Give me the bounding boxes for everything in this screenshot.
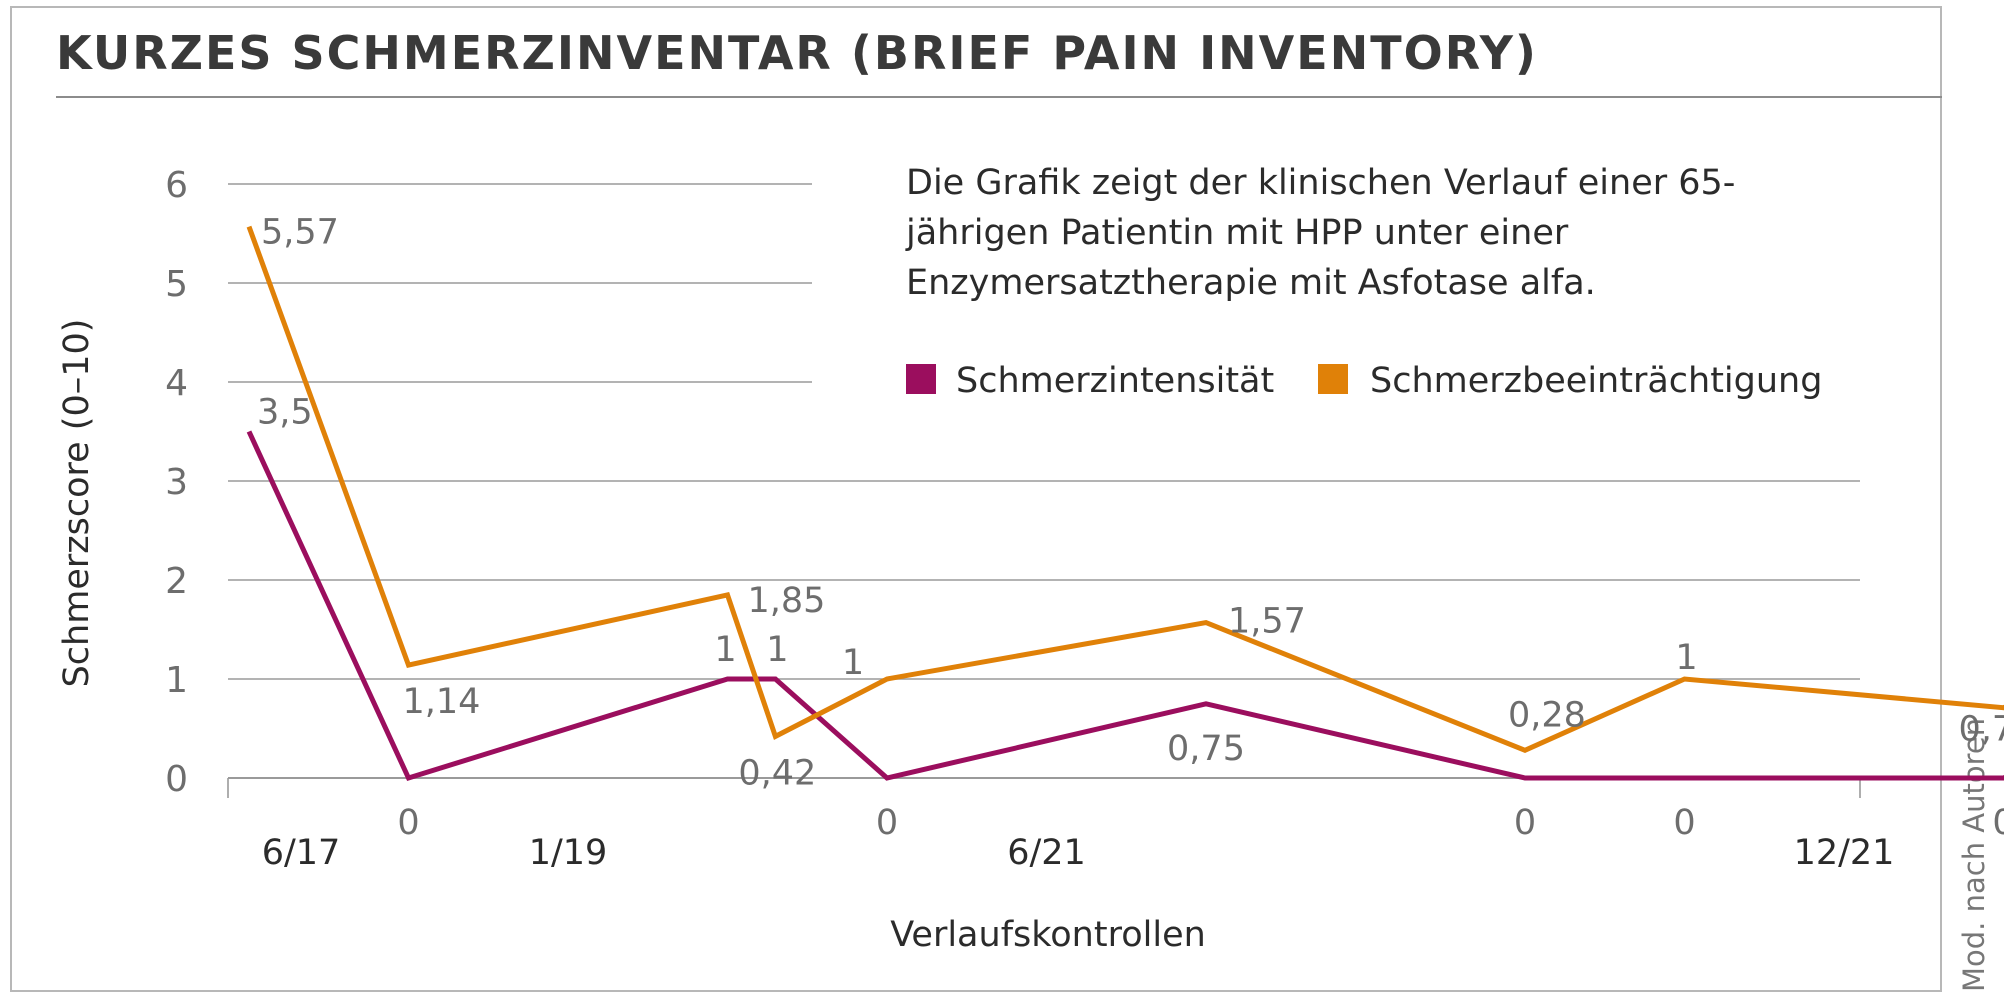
data-label-intensity: 0 [397, 803, 419, 843]
data-label-intensity: 3,5 [257, 393, 313, 433]
data-label-impairment: 5,57 [261, 213, 339, 253]
data-label-impairment: 1,57 [1228, 602, 1306, 642]
series-line-impairment [246, 225, 2004, 754]
data-label-impairment: 1,85 [748, 581, 826, 621]
series-lines [246, 225, 2004, 782]
data-label-intensity: 0 [1514, 803, 1536, 843]
y-tick-label: 0 [165, 759, 188, 800]
chart-description: Die Grafik zeigt der klinischen Verlauf … [906, 163, 1736, 303]
data-label-intensity: 0 [1992, 803, 2004, 843]
y-tick-label: 1 [165, 660, 188, 701]
legend-label-intensity: Schmerzintensität [956, 361, 1274, 401]
figure-frame [10, 6, 1942, 992]
y-axis-ticks: 0 1 2 3 4 5 6 [165, 165, 188, 800]
y-tick-label: 4 [165, 363, 188, 404]
data-label-intensity: 1 [766, 630, 788, 670]
legend-swatch-intensity [906, 364, 936, 394]
data-label-impairment: 0,28 [1508, 695, 1586, 735]
data-label-intensity: 0 [876, 803, 898, 843]
title-divider [56, 96, 1942, 98]
x-tick-label: 12/21 [1794, 833, 1895, 873]
data-labels: 3,501100,750000,755,571,141,850,4211,570… [257, 213, 2004, 843]
data-label-impairment: 1 [1675, 638, 1697, 678]
y-tick-label: 5 [165, 264, 188, 305]
legend-swatch-impairment [1318, 364, 1348, 394]
chart-title: KURZES SCHMERZINVENTAR (BRIEF PAIN INVEN… [56, 26, 1538, 80]
data-label-impairment: 1,14 [403, 682, 481, 722]
data-label-impairment: 0,71 [1959, 710, 2004, 750]
x-axis-title: Verlaufskontrollen [890, 915, 1206, 955]
x-tick-label: 6/17 [262, 833, 341, 873]
x-tick-label: 1/19 [529, 833, 608, 873]
y-axis-title: Schmerzscore (0–10) [57, 319, 97, 688]
y-tick-label: 3 [165, 462, 188, 503]
data-label-intensity: 0 [1673, 803, 1695, 843]
data-label-impairment: 0,42 [738, 753, 816, 793]
y-tick-label: 2 [165, 561, 188, 602]
y-tick-label: 6 [165, 165, 188, 206]
data-label-intensity: 0,75 [1167, 729, 1245, 769]
x-tick-label: 6/21 [1007, 833, 1086, 873]
x-axis-ticks: 6/17 1/19 6/21 12/21 [262, 833, 1895, 873]
legend: Schmerzintensität Schmerzbeeinträchtigun… [906, 361, 1822, 401]
data-label-impairment: 1 [842, 643, 864, 683]
legend-label-impairment: Schmerzbeeinträchtigung [1370, 361, 1822, 401]
series-line-intensity [246, 430, 2004, 782]
data-label-intensity: 1 [714, 630, 736, 670]
